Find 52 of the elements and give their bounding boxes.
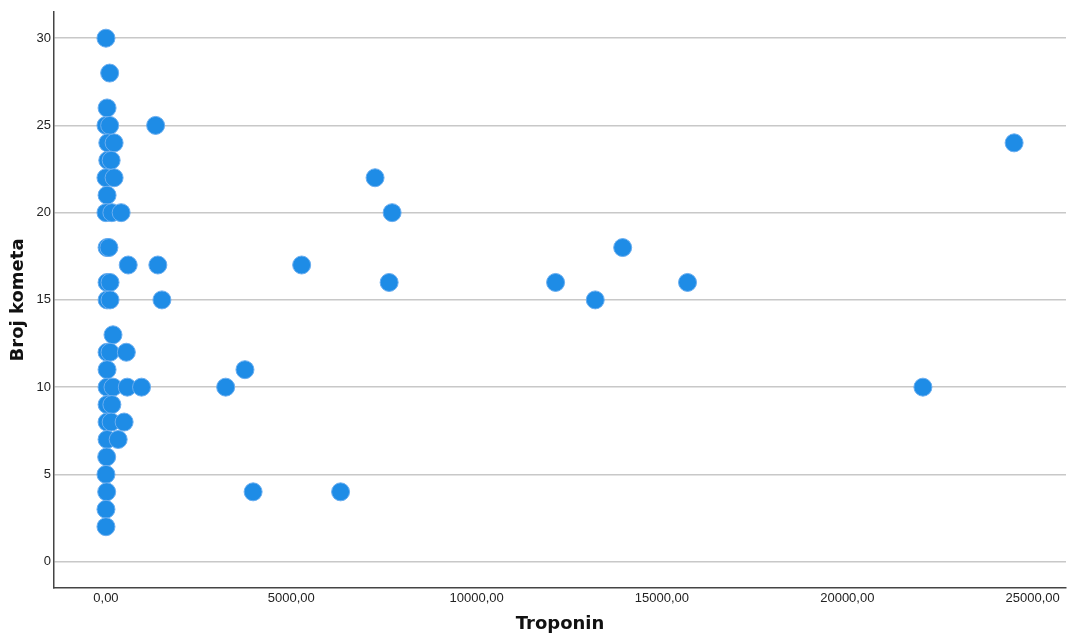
point — [152, 290, 172, 310]
y-tick-label: 25 — [36, 116, 52, 132]
point — [116, 342, 136, 362]
x-tick-label: 20000,00 — [820, 590, 875, 606]
point — [96, 464, 116, 484]
point — [108, 429, 128, 449]
point — [111, 203, 131, 223]
x-tick-label: 15000,00 — [634, 590, 690, 606]
point — [97, 482, 117, 502]
point — [97, 98, 117, 118]
point — [97, 360, 117, 380]
point — [114, 412, 134, 432]
point — [97, 447, 117, 467]
point — [585, 290, 605, 310]
y-tick-label: 20 — [36, 204, 52, 220]
point — [913, 377, 933, 397]
point — [292, 255, 312, 275]
point — [379, 272, 399, 292]
point — [100, 63, 120, 83]
point — [382, 203, 402, 223]
point — [678, 272, 698, 292]
x-axis-title: Troponin — [515, 611, 605, 633]
x-tick-label: 25000,00 — [1005, 590, 1060, 606]
point — [96, 517, 116, 537]
point — [104, 133, 124, 153]
point — [613, 238, 633, 258]
point — [331, 482, 351, 502]
point — [96, 499, 116, 519]
point — [104, 168, 124, 188]
point — [96, 28, 116, 48]
point — [132, 377, 152, 397]
x-tick-label: 10000,00 — [449, 590, 504, 606]
y-tick-label: 0 — [43, 553, 52, 569]
y-tick-label: 30 — [36, 29, 52, 45]
y-tick-label: 10 — [36, 378, 52, 394]
y-axis-title: Broj kometa — [6, 238, 28, 362]
point — [243, 482, 263, 502]
point — [148, 255, 168, 275]
point — [118, 255, 138, 275]
x-tick-label: 0,00 — [93, 590, 119, 606]
point — [146, 115, 166, 135]
x-tick-label: 5000,00 — [267, 590, 315, 606]
point — [102, 395, 122, 415]
point — [546, 272, 566, 292]
point — [103, 325, 123, 345]
y-tick-label: 5 — [43, 465, 52, 481]
point — [365, 168, 385, 188]
point — [1004, 133, 1024, 153]
y-tick-label: 15 — [36, 291, 52, 307]
point — [216, 377, 236, 397]
point — [235, 360, 255, 380]
point — [97, 185, 117, 205]
